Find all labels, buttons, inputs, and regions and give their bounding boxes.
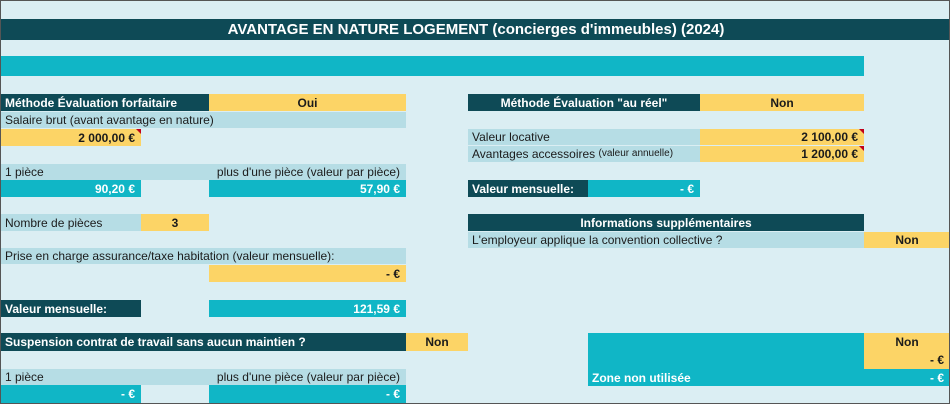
- rooms-label: Nombre de pièces: [1, 214, 141, 231]
- more-rooms-label: plus d'une pièce (valeur par pièce): [209, 164, 406, 180]
- rental-value-label: Valeur locative: [468, 129, 700, 145]
- rental-value-input[interactable]: 2 100,00 €: [700, 129, 864, 145]
- benefits-label-text: Avantages accessoires: [472, 147, 596, 161]
- more-rooms-value: 57,90 €: [209, 180, 406, 197]
- salary-label: Salaire brut (avant avantage en nature): [1, 112, 406, 128]
- convention-label: L'employeur applique la convention colle…: [468, 232, 864, 248]
- method-reel-label: Méthode Évaluation "au réel": [468, 94, 700, 111]
- info-title: Informations supplémentaires: [468, 214, 864, 231]
- one-room-label: 1 pièce: [1, 164, 209, 180]
- unused-zone-label: Zone non utilisée: [588, 369, 864, 386]
- side-amount: - €: [864, 351, 949, 369]
- suspension-label: Suspension contrat de travail sans aucun…: [1, 333, 406, 351]
- unused-zone-value: - €: [864, 369, 949, 386]
- suspension-value[interactable]: Non: [406, 333, 468, 351]
- side-block: [588, 333, 864, 369]
- side-value: Non: [864, 333, 949, 351]
- reel-monthly-label: Valeur mensuelle:: [468, 180, 588, 197]
- insurance-input[interactable]: - €: [209, 265, 406, 282]
- method-forfait-value[interactable]: Oui: [209, 94, 406, 111]
- monthly-value-label: Valeur mensuelle:: [1, 300, 141, 317]
- one-room-value: 90,20 €: [1, 180, 141, 197]
- method-reel-value[interactable]: Non: [700, 94, 864, 111]
- header-banner: [1, 56, 864, 76]
- benefits-input[interactable]: 1 200,00 €: [700, 146, 864, 162]
- benefits-label: Avantages accessoires (valeur annuelle): [468, 146, 700, 162]
- one-room-label-2: 1 pièce: [1, 369, 209, 385]
- monthly-value: 121,59 €: [209, 300, 406, 317]
- one-room-value-2: - €: [1, 385, 141, 403]
- benefits-note: (valeur annuelle): [598, 148, 674, 159]
- reel-monthly-value: - €: [588, 180, 700, 197]
- insurance-label: Prise en charge assurance/taxe habitatio…: [1, 248, 406, 264]
- convention-value[interactable]: Non: [864, 232, 949, 248]
- method-forfait-label: Méthode Évaluation forfaitaire: [1, 94, 209, 111]
- page-title: AVANTAGE EN NATURE LOGEMENT (concierges …: [1, 19, 949, 40]
- rooms-input[interactable]: 3: [141, 214, 209, 231]
- more-rooms-label-2: plus d'une pièce (valeur par pièce): [209, 369, 406, 385]
- salary-input[interactable]: 2 000,00 €: [1, 129, 141, 146]
- more-rooms-value-2: - €: [209, 385, 406, 403]
